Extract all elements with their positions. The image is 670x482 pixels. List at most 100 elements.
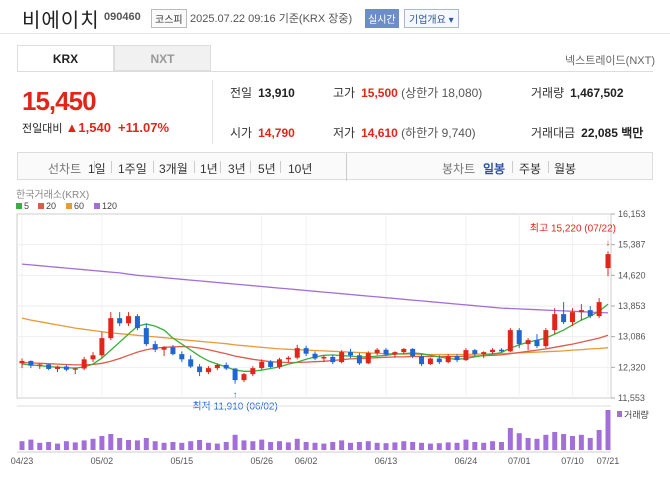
candle-body xyxy=(99,338,105,356)
candle-monthly[interactable]: 월봉 xyxy=(554,162,577,176)
stock-code: 090460 xyxy=(104,11,141,23)
volume-bar xyxy=(108,434,114,450)
volume-bar xyxy=(179,442,185,450)
company-overview-button[interactable]: 기업개요 ▾ xyxy=(404,9,459,28)
market-badge: 코스피 xyxy=(151,9,187,28)
legend-swatch xyxy=(94,203,100,209)
volume-bar xyxy=(596,430,602,450)
change-label: 전일대비 xyxy=(22,123,63,135)
volume-bar xyxy=(472,442,478,450)
candle-body xyxy=(578,310,584,313)
legend-label: 5 xyxy=(24,201,29,211)
divider xyxy=(220,161,221,173)
volume-bar xyxy=(410,442,416,450)
period-3m[interactable]: 3개월 xyxy=(159,162,188,176)
company-overview-label: 기업개요 xyxy=(409,15,446,26)
candle-body xyxy=(596,302,602,317)
candle-daily[interactable]: 일봉 xyxy=(483,162,506,176)
period-3y[interactable]: 3년 xyxy=(228,162,246,176)
candle-body xyxy=(46,364,52,369)
divider xyxy=(346,153,347,181)
volume-bar xyxy=(63,441,69,450)
x-tick-label: 05/02 xyxy=(91,456,114,466)
high-value: 15,500 xyxy=(361,86,398,100)
candle-body xyxy=(605,254,611,269)
volume-bar xyxy=(454,442,460,450)
realtime-badge: 실시간 xyxy=(365,9,399,28)
y-tick-label: 15,387 xyxy=(618,240,646,250)
period-selector: 선차트 1일 1주일 3개월 1년 3년 5년 10년 봉차트 일봉 주봉 월봉 xyxy=(17,152,653,181)
divider xyxy=(111,161,112,173)
stock-chart[interactable]: 한국거래소(KRX) 5 20 60 120 최고 15,220 (07/22) ↓ ↑최… xyxy=(0,182,670,482)
volume-bar xyxy=(126,440,132,450)
candle-body xyxy=(419,356,425,365)
volume-bar xyxy=(143,438,149,450)
x-tick-label: 06/13 xyxy=(375,456,398,466)
divider xyxy=(94,161,95,173)
candle-body xyxy=(90,355,96,360)
period-1y[interactable]: 1년 xyxy=(200,162,218,176)
volume-bar xyxy=(170,442,176,450)
volume-bar xyxy=(561,434,567,450)
open-price: 시가 14,790 xyxy=(230,124,295,141)
ma-legend: 5 20 60 120 xyxy=(16,201,117,211)
x-tick-label: 05/15 xyxy=(171,456,194,466)
volume-bar xyxy=(498,442,504,450)
chevron-down-icon: ▾ xyxy=(448,15,454,26)
candle-body xyxy=(72,368,78,370)
volume-bar xyxy=(55,443,61,450)
candle-body xyxy=(401,348,407,353)
change-value: 1,540 xyxy=(78,120,111,135)
candle-body xyxy=(126,316,132,324)
candles xyxy=(19,251,611,384)
volume-bar xyxy=(72,442,78,450)
stock-header: 비에이치 090460 코스피 2025.07.22 09:16 기준(KRX … xyxy=(0,0,670,34)
up-arrow-icon: ↑ xyxy=(233,390,238,400)
candle-body xyxy=(152,344,158,350)
candle-body xyxy=(81,359,87,369)
candle-weekly[interactable]: 주봉 xyxy=(519,162,542,176)
volume-bar xyxy=(578,434,584,450)
tab-nxt[interactable]: NXT xyxy=(114,45,211,71)
candle-body xyxy=(55,366,61,369)
nextrade-link[interactable]: 넥스트레이드(NXT) xyxy=(564,55,655,67)
volume-bar xyxy=(481,442,487,450)
volume-bar xyxy=(268,442,274,450)
legend-label: 60 xyxy=(74,201,84,211)
period-1d[interactable]: 1일 xyxy=(88,162,106,176)
legend-swatch xyxy=(66,203,72,209)
candle-body xyxy=(534,340,540,347)
volume-bar xyxy=(587,438,593,450)
volume-bar xyxy=(321,443,327,450)
ma20-line xyxy=(21,334,609,366)
legend-swatch xyxy=(16,203,22,209)
volume-bar xyxy=(37,442,43,450)
candle-body xyxy=(143,328,149,345)
volume-bar xyxy=(250,441,256,450)
volume: 거래량 1,467,502 xyxy=(531,84,624,101)
volume-bar xyxy=(525,438,531,450)
low-annotation: 최저 11,910 (06/02) xyxy=(192,401,278,413)
trade-amount: 거래대금 22,085 백만 xyxy=(531,124,643,141)
volume-bar xyxy=(392,442,398,450)
volume-bar xyxy=(81,440,87,450)
candle-body xyxy=(383,349,389,355)
divider xyxy=(280,161,281,173)
candle-body xyxy=(498,349,504,352)
candle-body xyxy=(63,366,69,370)
period-1w[interactable]: 1주일 xyxy=(118,162,147,176)
candle-body xyxy=(525,340,531,345)
candle-body xyxy=(28,360,34,366)
volume-bar xyxy=(232,434,238,450)
volume-bar xyxy=(356,442,362,450)
period-10y[interactable]: 10년 xyxy=(288,162,313,176)
volume-bar xyxy=(365,441,371,450)
tab-krx[interactable]: KRX xyxy=(17,45,114,71)
volume-bars: 거래량 xyxy=(17,405,649,450)
chart-source: 한국거래소(KRX) xyxy=(16,189,89,201)
period-5y[interactable]: 5년 xyxy=(258,162,276,176)
high-annotation: 최고 15,220 (07/22) xyxy=(530,222,616,234)
candle-body xyxy=(232,368,238,381)
candle-body xyxy=(197,366,203,373)
candle-body xyxy=(356,355,362,364)
